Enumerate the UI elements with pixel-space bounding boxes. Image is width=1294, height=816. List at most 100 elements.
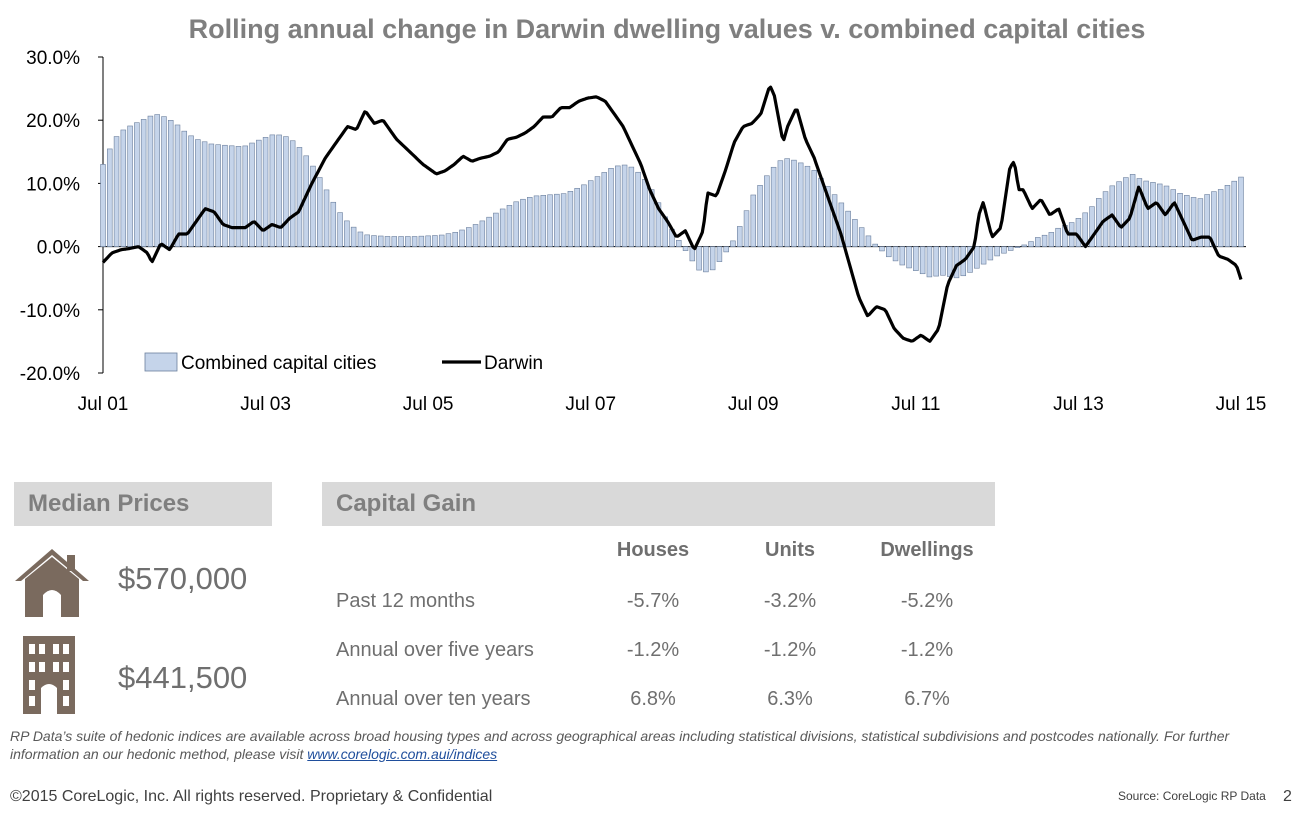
combined-capital-bar <box>411 236 418 247</box>
combined-capital-bar <box>933 246 939 277</box>
combined-capital-bar <box>967 246 973 273</box>
combined-capital-bar <box>676 240 682 247</box>
combined-capital-bar <box>1014 246 1021 248</box>
combined-capital-bar <box>554 193 560 247</box>
combined-capital-bar <box>703 246 709 273</box>
combined-capital-bar <box>574 187 580 247</box>
combined-capital-bar <box>648 189 655 247</box>
combined-capital-bar <box>235 146 242 247</box>
combined-capital-bar <box>188 135 194 247</box>
combined-capital-bar <box>208 143 215 247</box>
column-header-dwellings: Dwellings <box>880 539 974 561</box>
combined-capital-bar <box>432 235 438 247</box>
combined-capital-bar <box>513 201 519 247</box>
combined-capital-bar <box>337 212 343 247</box>
combined-capital-bar <box>825 186 831 247</box>
combined-capital-bar <box>1089 206 1095 247</box>
combined-capital-bar <box>472 224 479 247</box>
combined-capital-bar <box>940 246 946 276</box>
combined-capital-bar <box>547 194 553 247</box>
combined-capital-bar <box>1231 180 1237 247</box>
houses-past-12-months: -5.7% <box>626 590 680 612</box>
combined-capital-bar <box>1028 241 1034 247</box>
combined-capital-bar <box>560 193 567 247</box>
combined-capital-bar <box>1055 227 1061 247</box>
x-tick-label: Jul 07 <box>565 394 616 415</box>
combined-capital-bar <box>398 236 404 247</box>
combined-capital-bar <box>256 139 262 247</box>
combined-capital-bar <box>330 201 337 247</box>
combined-capital-bar <box>994 246 1000 257</box>
combined-capital-bar <box>249 142 255 247</box>
dwellings-ten-years: 6.7% <box>904 688 950 710</box>
combined-capital-bar <box>818 177 824 247</box>
combined-capital-bar <box>242 145 248 247</box>
combined-capital-bar <box>899 246 906 266</box>
combined-capital-bar <box>520 198 526 247</box>
y-tick-label: 10.0% <box>26 174 80 195</box>
combined-capital-bar <box>527 197 533 247</box>
combined-capital-bar <box>865 235 872 247</box>
combined-capital-bar <box>1007 246 1014 251</box>
combined-capital-bar <box>946 246 953 277</box>
combined-capital-bar <box>791 159 797 247</box>
combined-capital-bar <box>269 134 276 247</box>
x-tick-label: Jul 09 <box>728 394 779 415</box>
combined-capital-bar <box>181 130 188 247</box>
units-five-years: -1.2% <box>763 639 817 661</box>
indices-link[interactable]: www.corelogic.com.aui/indices <box>307 746 498 762</box>
combined-capital-bar <box>364 234 370 247</box>
copyright-notice: ©2015 CoreLogic, Inc. All rights reserve… <box>10 788 493 805</box>
combined-capital-bar <box>1021 244 1027 247</box>
combined-capital-bar <box>289 140 296 247</box>
column-header-houses: Houses <box>616 539 690 561</box>
combined-capital-bar <box>100 164 106 247</box>
combined-capital-bar <box>1048 232 1055 247</box>
combined-capital-bar <box>797 162 804 247</box>
units-past-12-months: -3.2% <box>763 590 817 612</box>
combined-capital-bar <box>459 229 465 247</box>
combined-capital-bar <box>113 136 120 247</box>
combined-capital-bar <box>1190 197 1197 247</box>
x-tick-label: Jul 15 <box>1216 394 1267 415</box>
combined-capital-bar <box>1197 198 1204 247</box>
x-tick-label: Jul 03 <box>240 394 291 415</box>
combined-capital-bar <box>858 227 865 247</box>
combined-capital-bar <box>377 235 384 247</box>
combined-capital-bar <box>635 171 641 247</box>
combined-capital-bar <box>486 216 492 247</box>
combined-capital-bar <box>777 160 784 247</box>
combined-capital-bar <box>134 122 140 247</box>
combined-capital-bar <box>215 144 221 247</box>
combined-capital-bar <box>296 147 303 247</box>
darwin-line <box>101 85 1243 343</box>
combined-capital-bar <box>276 134 282 247</box>
combined-capital-bar <box>709 246 716 271</box>
combined-capital-bar <box>195 139 201 247</box>
x-tick-label: Jul 11 <box>891 394 940 415</box>
combined-capital-bar <box>723 246 729 253</box>
combined-capital-bar <box>980 246 987 265</box>
combined-capital-bar <box>418 235 425 247</box>
combined-capital-bar <box>262 137 269 247</box>
combined-capital-bar <box>594 176 601 247</box>
combined-capital-bar <box>845 210 851 247</box>
combined-capital-bar <box>147 115 154 247</box>
combined-capital-bar <box>445 233 452 247</box>
combined-capital-bar <box>886 246 892 258</box>
combined-capital-bar <box>1184 195 1190 247</box>
chart-canvas: 30.0% 20.0% 10.0% 0.0% -10.0% -20.0% Jul 01 Jul… <box>20 48 1267 415</box>
combined-capital-bar <box>201 141 208 247</box>
capital-gain-heading: Capital Gain <box>322 482 995 526</box>
median-prices-heading: Median Prices <box>14 482 272 526</box>
combined-capital-bar <box>283 136 289 247</box>
combined-capital-bar <box>167 120 174 247</box>
combined-capital-bar <box>357 231 364 247</box>
combined-capital-bar <box>615 165 621 247</box>
combined-capital-bar <box>1217 189 1224 247</box>
combined-capital-bar <box>533 195 540 247</box>
combined-capital-bar <box>628 166 635 247</box>
page-number: 2 <box>1283 788 1292 805</box>
combined-capital-bar <box>222 144 228 247</box>
combined-capital-bar <box>1001 246 1007 254</box>
